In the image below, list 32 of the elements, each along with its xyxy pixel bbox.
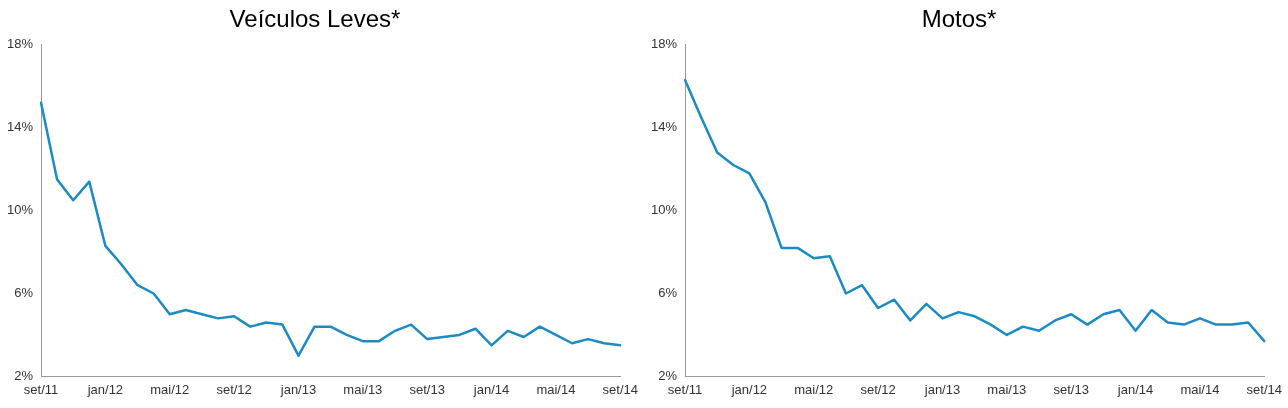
x-tick-label: mai/12: [794, 381, 834, 397]
x-tick-label: jan/13: [279, 381, 317, 397]
x-tick-label: mai/14: [1180, 381, 1220, 397]
y-tick-label: 18%: [6, 36, 34, 52]
y-tick-label: 10%: [6, 202, 34, 218]
y-tick-label: 18%: [650, 36, 678, 52]
x-tick-label: set/13: [1053, 381, 1089, 397]
y-tick-label: 2%: [658, 367, 678, 383]
y-tick-label: 6%: [14, 285, 34, 301]
x-tick-label: set/11: [23, 381, 59, 397]
chart-title: Motos*: [921, 5, 997, 33]
x-tick-label: jan/12: [730, 381, 768, 397]
x-tick-label: jan/14: [1116, 381, 1154, 397]
y-tick-label: 2%: [14, 367, 34, 383]
y-tick-label: 14%: [6, 119, 34, 135]
x-tick-label: jan/14: [472, 381, 510, 397]
x-tick-label: set/12: [216, 381, 252, 397]
x-tick-label: mai/13: [987, 381, 1027, 397]
y-tick-label: 14%: [650, 119, 678, 135]
x-tick-label: set/13: [409, 381, 445, 397]
x-tick-label: set/14: [1246, 381, 1282, 397]
y-tick-label: 6%: [658, 285, 678, 301]
x-tick-label: set/14: [602, 381, 638, 397]
chart-title: Veículos Leves*: [229, 5, 401, 33]
x-tick-label: mai/12: [150, 381, 190, 397]
x-tick-label: mai/13: [343, 381, 383, 397]
x-tick-label: jan/13: [923, 381, 961, 397]
x-tick-label: set/12: [860, 381, 896, 397]
x-tick-label: mai/14: [536, 381, 576, 397]
y-tick-label: 10%: [650, 202, 678, 218]
x-tick-label: set/11: [667, 381, 703, 397]
x-tick-label: jan/12: [86, 381, 124, 397]
